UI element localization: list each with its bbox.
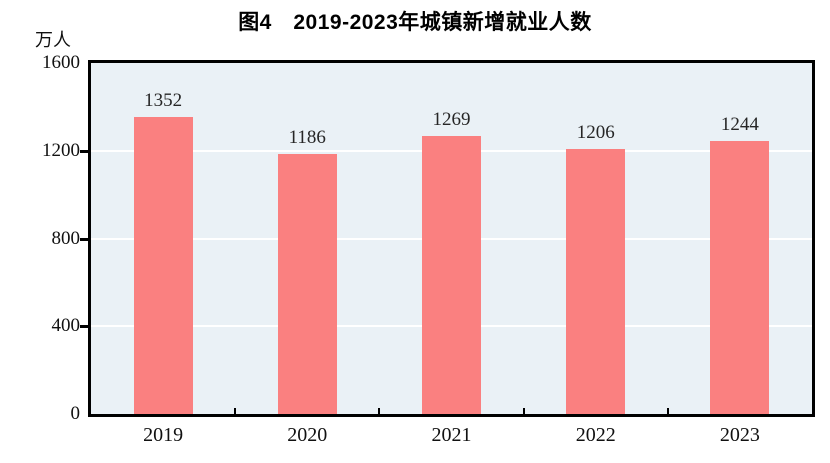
bar-value-label-2020: 1186 (288, 126, 326, 148)
x-axis-label-2022: 2022 (575, 424, 616, 446)
y-axis-label-1200: 1200 (42, 139, 80, 161)
x-axis-tick (666, 408, 669, 414)
bar-value-label-2021: 1269 (432, 108, 471, 130)
bar-2020 (277, 153, 337, 414)
x-axis-tick (234, 408, 237, 414)
x-axis-tick (378, 408, 381, 414)
x-axis-label-2023: 2023 (719, 424, 760, 446)
y-axis-tick (80, 325, 88, 329)
bar-2022 (566, 149, 626, 414)
bar-value-label-2023: 1244 (720, 114, 759, 136)
bar-value-label-2019: 1352 (144, 90, 183, 112)
y-axis-label-800: 800 (51, 227, 81, 249)
y-axis-tick (80, 237, 88, 241)
y-axis-tick (80, 149, 88, 153)
bar-2021 (422, 135, 481, 414)
bar-2019 (133, 117, 193, 414)
x-axis-label-2021: 2021 (431, 424, 472, 446)
x-axis-tick (522, 408, 525, 414)
y-axis-label-1600: 1600 (42, 52, 80, 73)
y-axis-label-0: 0 (70, 403, 81, 424)
x-axis-label-2020: 2020 (287, 424, 328, 446)
plot-area: 1352 1186 1269 1206 1244 (88, 60, 815, 417)
chart-title: 图4 2019-2023年城镇新增就业人数 (238, 11, 592, 34)
bar-value-label-2022: 1206 (576, 122, 615, 144)
plot-inner-area: 1352 1186 1269 1206 1244 (91, 63, 812, 414)
y-axis-label-400: 400 (51, 315, 81, 337)
y-axis-unit-label: 万人 (35, 30, 71, 50)
x-axis-label-2019: 2019 (143, 424, 184, 446)
bar-2023 (710, 141, 770, 414)
